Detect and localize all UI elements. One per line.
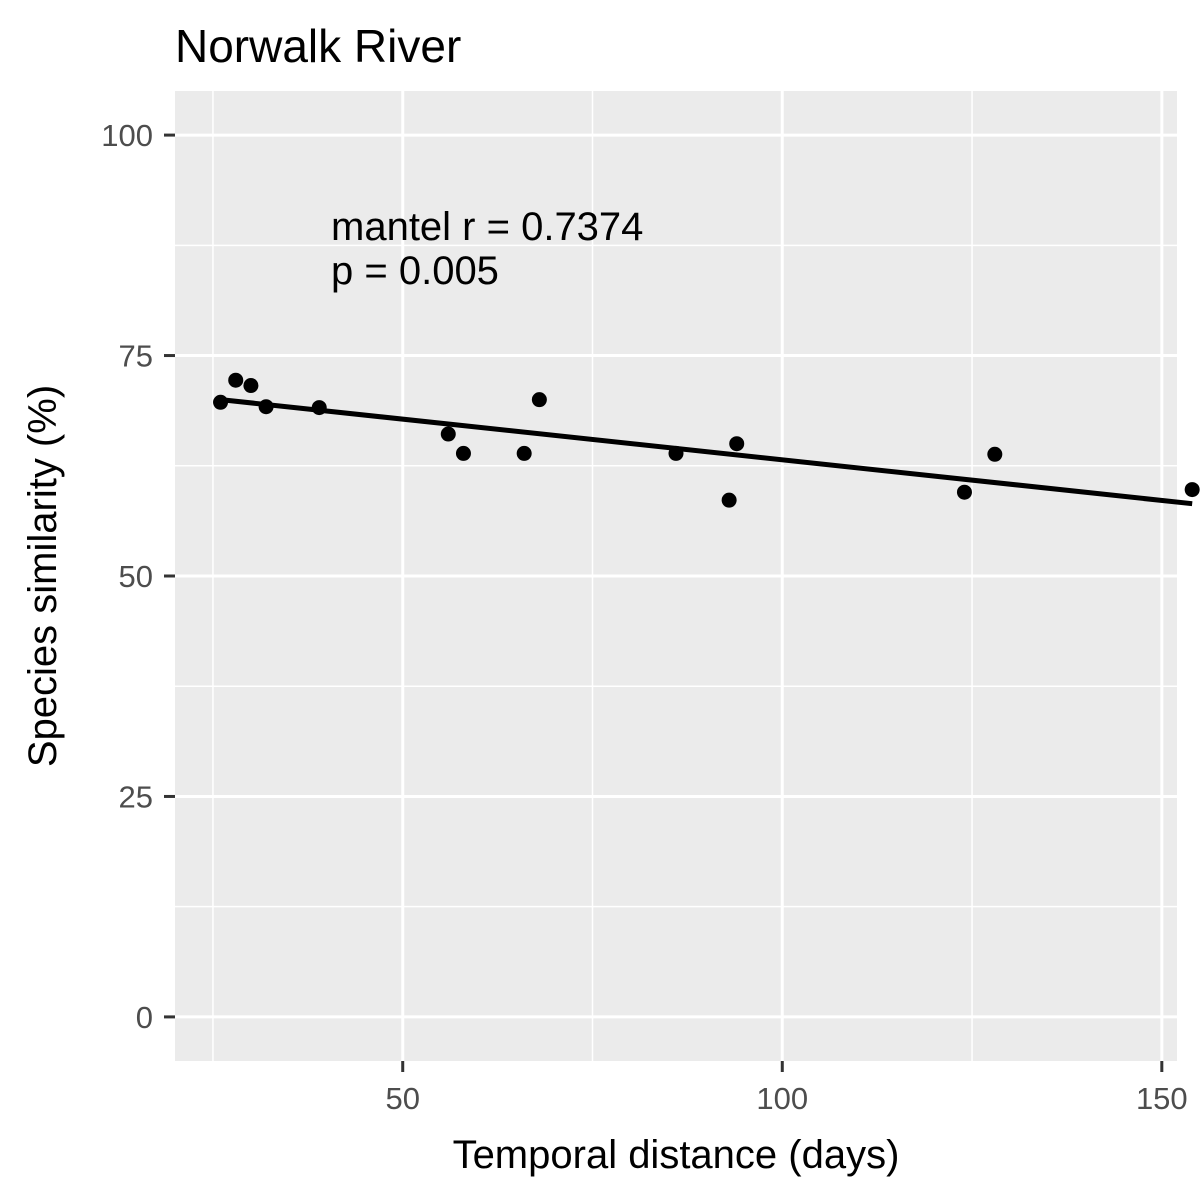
data-point xyxy=(258,399,274,415)
annotation-line-1: mantel r = 0.7374 xyxy=(331,205,643,249)
y-tick-label: 100 xyxy=(101,118,153,153)
points-layer xyxy=(213,372,1200,508)
y-tick-label: 0 xyxy=(136,1000,153,1035)
data-point xyxy=(440,426,456,442)
data-point xyxy=(729,436,745,452)
y-tick-label: 25 xyxy=(119,779,153,814)
data-point xyxy=(228,372,244,388)
data-point xyxy=(516,445,532,461)
data-point xyxy=(213,394,229,410)
trend-line xyxy=(220,397,1193,507)
y-tick-label: 75 xyxy=(119,339,153,374)
data-point xyxy=(956,484,972,500)
y-tick-label: 50 xyxy=(119,559,153,594)
x-tick-label: 50 xyxy=(385,1081,419,1116)
chart-title: Norwalk River xyxy=(175,20,461,72)
data-point xyxy=(1184,482,1200,498)
x-axis: 50 100 150 xyxy=(385,1061,1188,1116)
y-axis-title: Species similarity (%) xyxy=(21,385,65,767)
annotation-line-2: p = 0.005 xyxy=(331,249,499,293)
data-point xyxy=(311,400,327,416)
data-point xyxy=(987,446,1003,462)
data-point xyxy=(243,378,259,394)
data-point xyxy=(531,392,547,408)
data-point xyxy=(721,492,737,508)
x-tick-label: 100 xyxy=(756,1081,808,1116)
major-gridlines xyxy=(175,91,1177,1061)
data-point xyxy=(668,445,684,461)
x-tick-label: 150 xyxy=(1136,1081,1188,1116)
x-axis-title: Temporal distance (days) xyxy=(453,1133,900,1177)
trend-layer xyxy=(220,397,1193,507)
data-point xyxy=(455,445,471,461)
y-axis: 0 25 50 75 100 xyxy=(101,118,175,1035)
